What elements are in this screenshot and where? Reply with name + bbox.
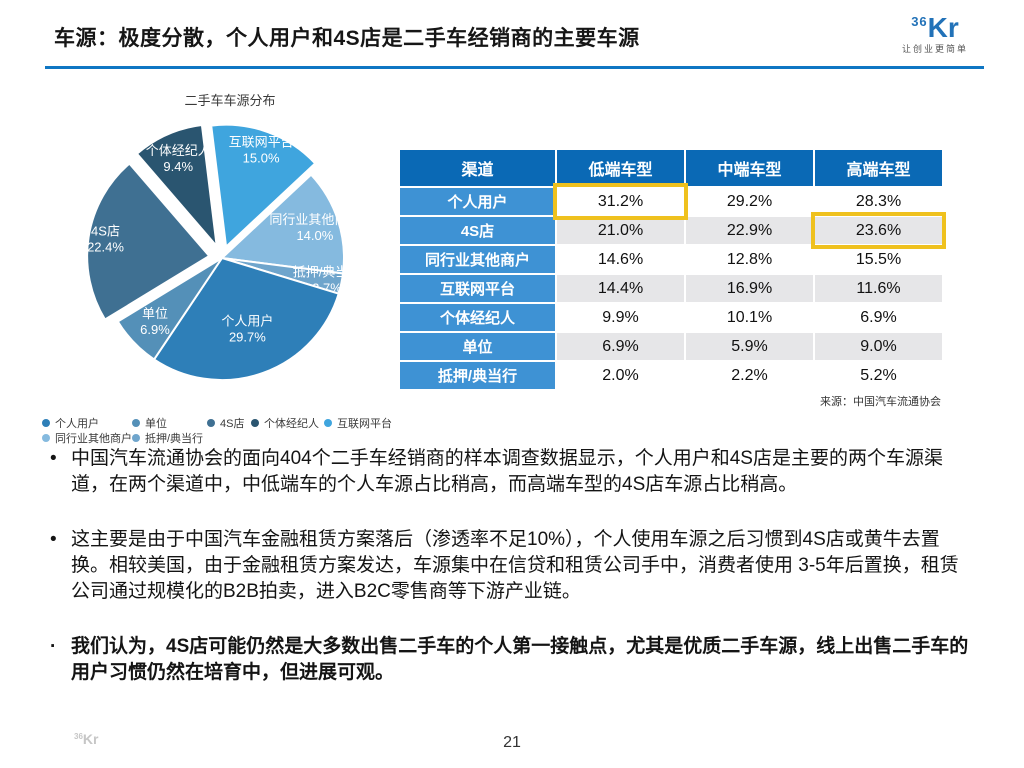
table-cell: 2.2% bbox=[686, 362, 813, 389]
legend-item: 抵押/典当行 bbox=[132, 430, 203, 446]
legend-row: 个人用户 单位 4S店 个体经纪人 互联网平台 bbox=[42, 415, 392, 430]
pie-slice-label: 个体经纪人 bbox=[146, 143, 211, 158]
bullet-text: 中国汽车流通协会的面向404个二手车经销商的样本调查数据显示，个人用户和4S店是… bbox=[71, 448, 943, 495]
table-cell: 2.0% bbox=[557, 362, 684, 389]
pie-chart-title: 二手车车源分布 bbox=[184, 93, 276, 108]
pie-slice-0 bbox=[210, 123, 317, 249]
table-header-cell: 中端车型 bbox=[686, 150, 813, 186]
legend-label: 4S店 bbox=[220, 417, 245, 430]
channel-table: 渠道 低端车型 中端车型 高端车型个人用户 31.2% 29.2% 28.3% 4S店 21.0… bbox=[400, 150, 946, 408]
bullet-item: · 我们认为，4S店可能仍然是大多数出售二手车的个人第一接触点，尤其是优质二手车源… bbox=[50, 634, 972, 686]
pie-chart: 互联网平台15.0%同行业其他商户14.0%抵押/典当行2.7%个人用户29.7… bbox=[86, 123, 362, 382]
table-row-label: 单位 bbox=[400, 333, 555, 360]
pie-slice-label: 互联网平台 bbox=[229, 134, 294, 149]
footer-watermark: 36Kr bbox=[74, 731, 99, 747]
table-cell: 6.9% bbox=[815, 304, 942, 331]
page-title: 车源：极度分散，个人用户和4S店是二手车经销商的主要车源 bbox=[54, 27, 640, 50]
pie-slice-label: 29.7% bbox=[229, 329, 266, 344]
table-cell: 6.9% bbox=[557, 333, 684, 360]
table-row-label: 4S店 bbox=[400, 217, 555, 244]
channel-table-grid: 渠道 低端车型 中端车型 高端车型个人用户 31.2% 29.2% 28.3% 4S店 21.0… bbox=[400, 150, 943, 389]
pie-slice-label: 4S店 bbox=[91, 224, 120, 239]
bullet-marker-icon: • bbox=[50, 529, 57, 550]
table-cell: 11.6% bbox=[815, 275, 942, 302]
pie-slice-1 bbox=[219, 173, 345, 275]
pie-slice-label: 单位 bbox=[142, 306, 168, 321]
pie-slice-label: 抵押/典当行 bbox=[293, 265, 362, 280]
table-cell: 9.0% bbox=[815, 333, 942, 360]
table-cell: 5.2% bbox=[815, 362, 942, 389]
legend-dot-icon bbox=[42, 433, 50, 442]
pie-slice-label: 6.9% bbox=[140, 322, 170, 337]
page-number: 21 bbox=[503, 734, 521, 751]
table-header-cell: 高端车型 bbox=[815, 150, 942, 186]
source-note: 来源：中国汽车流通协会 bbox=[820, 396, 941, 408]
table-cell: 16.9% bbox=[686, 275, 813, 302]
logo-mark: 36Kr bbox=[911, 12, 959, 43]
bullet-marker-icon: · bbox=[50, 636, 57, 657]
legend-dot-icon bbox=[251, 418, 259, 427]
legend-item: 单位 bbox=[132, 415, 207, 431]
legend-item: 互联网平台 bbox=[324, 415, 392, 431]
pie-slice-4 bbox=[116, 257, 223, 361]
legend-dot-icon bbox=[207, 418, 215, 427]
table-cell: 21.0% bbox=[557, 217, 684, 244]
bullet-text: 这主要是由于中国汽车金融租赁方案落后（渗透率不足10%），个人使用车源之后习惯到… bbox=[71, 529, 959, 602]
logo-36kr: 36Kr 让创业更简单 bbox=[902, 14, 968, 54]
pie-legend: 个人用户 单位 4S店 个体经纪人 互联网平台 同行业其他商户 抵押/典当行 bbox=[42, 415, 392, 445]
legend-item: 个人用户 bbox=[42, 415, 132, 431]
bullet-text: 我们认为，4S店可能仍然是大多数出售二手车的个人第一接触点，尤其是优质二手车源，… bbox=[71, 636, 969, 683]
bullet-item: • 中国汽车流通协会的面向404个二手车经销商的样本调查数据显示，个人用户和4S店… bbox=[50, 446, 972, 498]
legend-label: 抵押/典当行 bbox=[145, 432, 204, 445]
table-cell: 28.3% bbox=[815, 188, 942, 215]
bullet-marker-icon: • bbox=[50, 448, 57, 469]
table-row-label: 个人用户 bbox=[400, 188, 555, 215]
table-header-cell: 低端车型 bbox=[557, 150, 684, 186]
table-row-label: 互联网平台 bbox=[400, 275, 555, 302]
legend-dot-icon bbox=[132, 418, 140, 427]
table-cell: 31.2% bbox=[557, 188, 684, 215]
table-cell: 9.9% bbox=[557, 304, 684, 331]
pie-slice-label: 14.0% bbox=[296, 228, 333, 243]
table-cell: 10.1% bbox=[686, 304, 813, 331]
bullet-item: • 这主要是由于中国汽车金融租赁方案落后（渗透率不足10%），个人使用车源之后习惯… bbox=[50, 527, 972, 605]
pie-slice-3 bbox=[152, 256, 340, 382]
pie-slice-label: 15.0% bbox=[243, 150, 280, 165]
pie-slice-label: 22.4% bbox=[87, 240, 124, 255]
table-row-label: 同行业其他商户 bbox=[400, 246, 555, 273]
table-cell: 15.5% bbox=[815, 246, 942, 273]
legend-label: 个人用户 bbox=[55, 417, 99, 430]
table-cell: 5.9% bbox=[686, 333, 813, 360]
legend-item: 4S店 bbox=[207, 415, 251, 431]
pie-slice-label: 个人用户 bbox=[221, 313, 273, 328]
table-cell: 29.2% bbox=[686, 188, 813, 215]
legend-label: 单位 bbox=[145, 417, 167, 430]
legend-label: 同行业其他商户 bbox=[55, 432, 132, 445]
legend-dot-icon bbox=[42, 418, 50, 427]
pie-slice-5 bbox=[86, 162, 211, 321]
pie-slice-label: 9.4% bbox=[163, 159, 193, 174]
legend-dot-icon bbox=[132, 433, 140, 442]
table-cell: 12.8% bbox=[686, 246, 813, 273]
pie-slice-6 bbox=[135, 123, 219, 250]
pie-slice-label: 同行业其他商户 bbox=[269, 212, 360, 227]
legend-dot-icon bbox=[324, 418, 332, 427]
logo-tagline: 让创业更简单 bbox=[901, 44, 968, 54]
table-cell: 14.6% bbox=[557, 246, 684, 273]
table-row-label: 抵押/典当行 bbox=[400, 362, 555, 389]
bullet-list: • 中国汽车流通协会的面向404个二手车经销商的样本调查数据显示，个人用户和4S店… bbox=[50, 446, 972, 715]
legend-label: 个体经纪人 bbox=[264, 417, 319, 430]
table-cell: 22.9% bbox=[686, 217, 813, 244]
table-row-label: 个体经纪人 bbox=[400, 304, 555, 331]
legend-item: 同行业其他商户 bbox=[42, 430, 132, 446]
legend-item: 个体经纪人 bbox=[251, 415, 324, 431]
table-cell: 14.4% bbox=[557, 275, 684, 302]
title-divider bbox=[45, 66, 984, 69]
table-header-cell: 渠道 bbox=[400, 150, 555, 186]
table-cell: 23.6% bbox=[815, 217, 942, 244]
legend-label: 互联网平台 bbox=[337, 417, 392, 430]
legend-row: 同行业其他商户 抵押/典当行 bbox=[42, 430, 392, 445]
